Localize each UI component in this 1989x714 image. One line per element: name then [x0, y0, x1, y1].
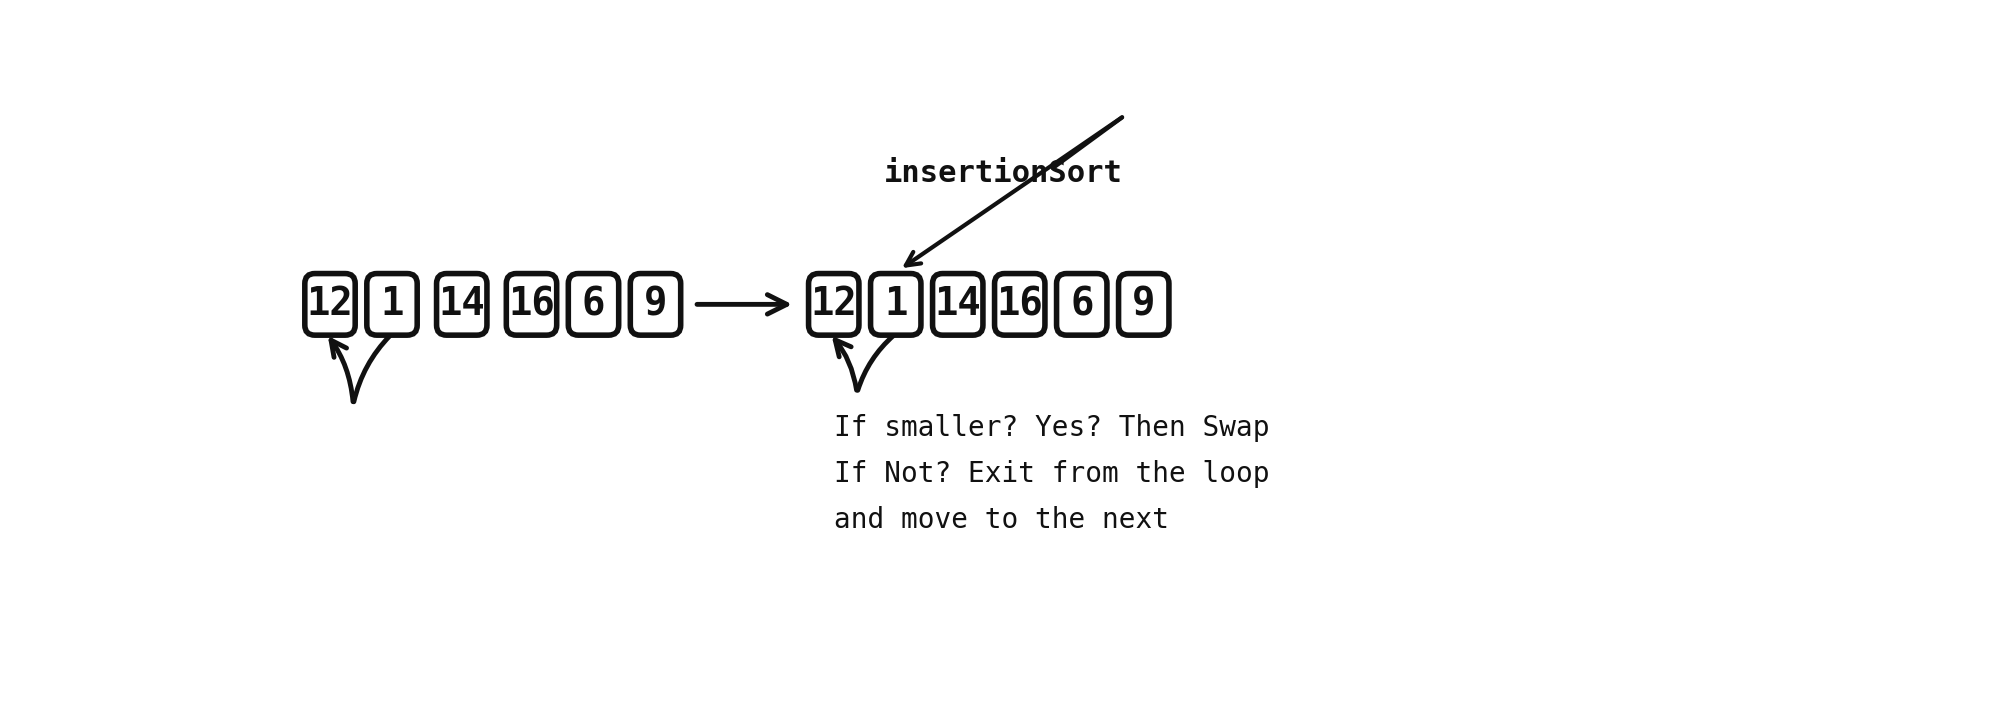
Text: 9: 9	[1132, 286, 1156, 323]
Text: If Not? Exit from the loop: If Not? Exit from the loop	[833, 460, 1269, 488]
Text: 12: 12	[306, 286, 354, 323]
FancyBboxPatch shape	[1118, 273, 1170, 335]
Text: If smaller? Yes? Then Swap: If smaller? Yes? Then Swap	[833, 413, 1269, 441]
FancyBboxPatch shape	[569, 273, 619, 335]
FancyBboxPatch shape	[1056, 273, 1108, 335]
FancyBboxPatch shape	[871, 273, 921, 335]
Text: insertionSort: insertionSort	[885, 159, 1124, 188]
FancyBboxPatch shape	[810, 273, 859, 335]
FancyBboxPatch shape	[631, 273, 680, 335]
Text: 14: 14	[935, 286, 981, 323]
FancyBboxPatch shape	[436, 273, 487, 335]
FancyBboxPatch shape	[507, 273, 557, 335]
Text: 6: 6	[1070, 286, 1094, 323]
Text: 9: 9	[644, 286, 666, 323]
Text: and move to the next: and move to the next	[833, 506, 1170, 534]
Text: 16: 16	[507, 286, 555, 323]
Text: 1: 1	[380, 286, 404, 323]
FancyBboxPatch shape	[933, 273, 983, 335]
FancyBboxPatch shape	[304, 273, 356, 335]
Text: 1: 1	[883, 286, 907, 323]
Text: 16: 16	[996, 286, 1042, 323]
Text: 14: 14	[438, 286, 485, 323]
FancyBboxPatch shape	[366, 273, 418, 335]
Text: 12: 12	[810, 286, 857, 323]
Text: 6: 6	[583, 286, 605, 323]
FancyBboxPatch shape	[994, 273, 1044, 335]
